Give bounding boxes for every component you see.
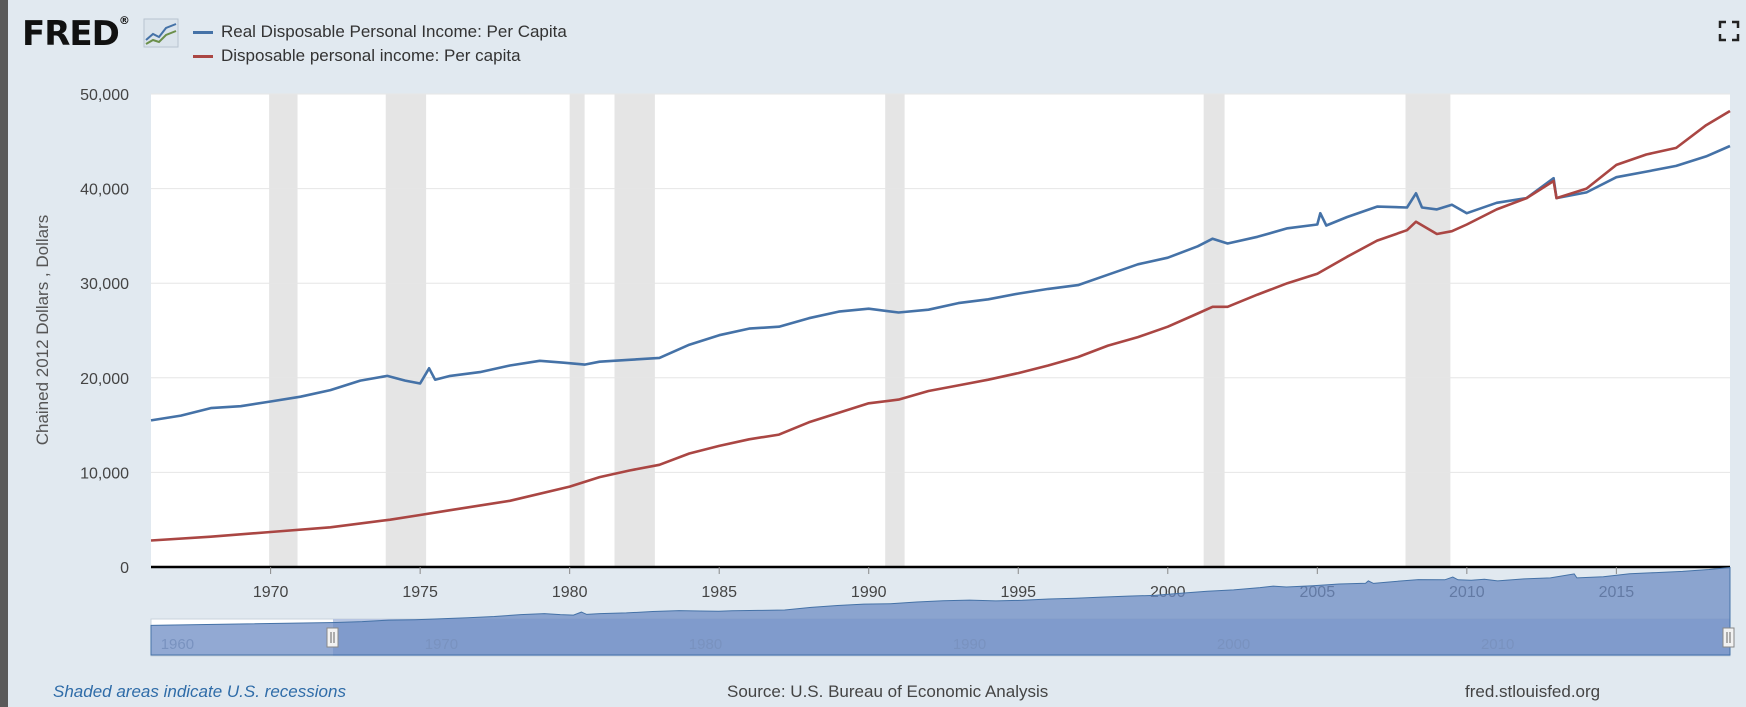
series-line-dpi[interactable]: [150, 109, 1731, 542]
y-axis-title: Chained 2012 Dollars , Dollars: [33, 215, 52, 446]
logo-text: FRED: [22, 14, 120, 54]
recession-band: [614, 94, 655, 567]
x-tick-label: 1975: [402, 584, 438, 601]
legend-swatch-real-dpi: [193, 30, 213, 34]
recession-band: [1203, 94, 1225, 567]
source-note: Source: U.S. Bureau of Economic Analysis: [727, 682, 1049, 701]
logo-registered-mark: ®: [118, 14, 130, 27]
window-edge: [0, 0, 8, 707]
fullscreen-expand-icon[interactable]: [1718, 20, 1740, 42]
navigator-right-handle[interactable]: [1722, 627, 1735, 648]
y-tick-label: 40,000: [80, 182, 129, 199]
recession-band: [385, 94, 427, 567]
recession-band: [1405, 94, 1451, 567]
recession-band: [269, 94, 298, 567]
series-layer: [150, 109, 1731, 542]
recession-band: [885, 94, 905, 567]
legend-item-real-dpi[interactable]: Real Disposable Personal Income: Per Cap…: [193, 22, 567, 42]
recession-band: [569, 94, 585, 567]
fred-chart-logo-icon: [143, 18, 179, 48]
legend-label-dpi: Disposable personal income: Per capita: [221, 46, 521, 65]
y-tick-label: 50,000: [80, 87, 129, 104]
series-line-real-dpi[interactable]: [150, 144, 1731, 422]
legend-swatch-dpi: [193, 54, 213, 58]
x-tick-label: 1985: [701, 584, 737, 601]
navigator-series-area: [150, 566, 1731, 656]
range-navigator[interactable]: 196019701980199020002010: [150, 566, 1735, 657]
site-link[interactable]: fred.stlouisfed.org: [1465, 682, 1601, 701]
y-tick-label: 0: [120, 560, 129, 577]
y-tick-label: 10,000: [80, 465, 129, 482]
y-axis-ticks: 0 10,000 20,000 30,000 40,000 50,000: [80, 87, 129, 577]
x-tick-label: 1995: [1000, 584, 1036, 601]
recession-shading: [269, 94, 1451, 567]
x-tick-label: 1970: [253, 584, 289, 601]
legend-item-dpi[interactable]: Disposable personal income: Per capita: [193, 46, 521, 66]
recession-note[interactable]: Shaded areas indicate U.S. recessions: [53, 682, 346, 701]
fred-logo[interactable]: FRED®: [22, 14, 130, 54]
y-tick-label: 30,000: [80, 276, 129, 293]
x-tick-label: 1980: [552, 584, 588, 601]
navigator-left-handle[interactable]: [326, 627, 339, 648]
legend-label-real-dpi: Real Disposable Personal Income: Per Cap…: [221, 22, 567, 41]
x-tick-label: 1990: [851, 584, 887, 601]
y-tick-label: 20,000: [80, 371, 129, 388]
grid-lines: [151, 93, 1730, 473]
